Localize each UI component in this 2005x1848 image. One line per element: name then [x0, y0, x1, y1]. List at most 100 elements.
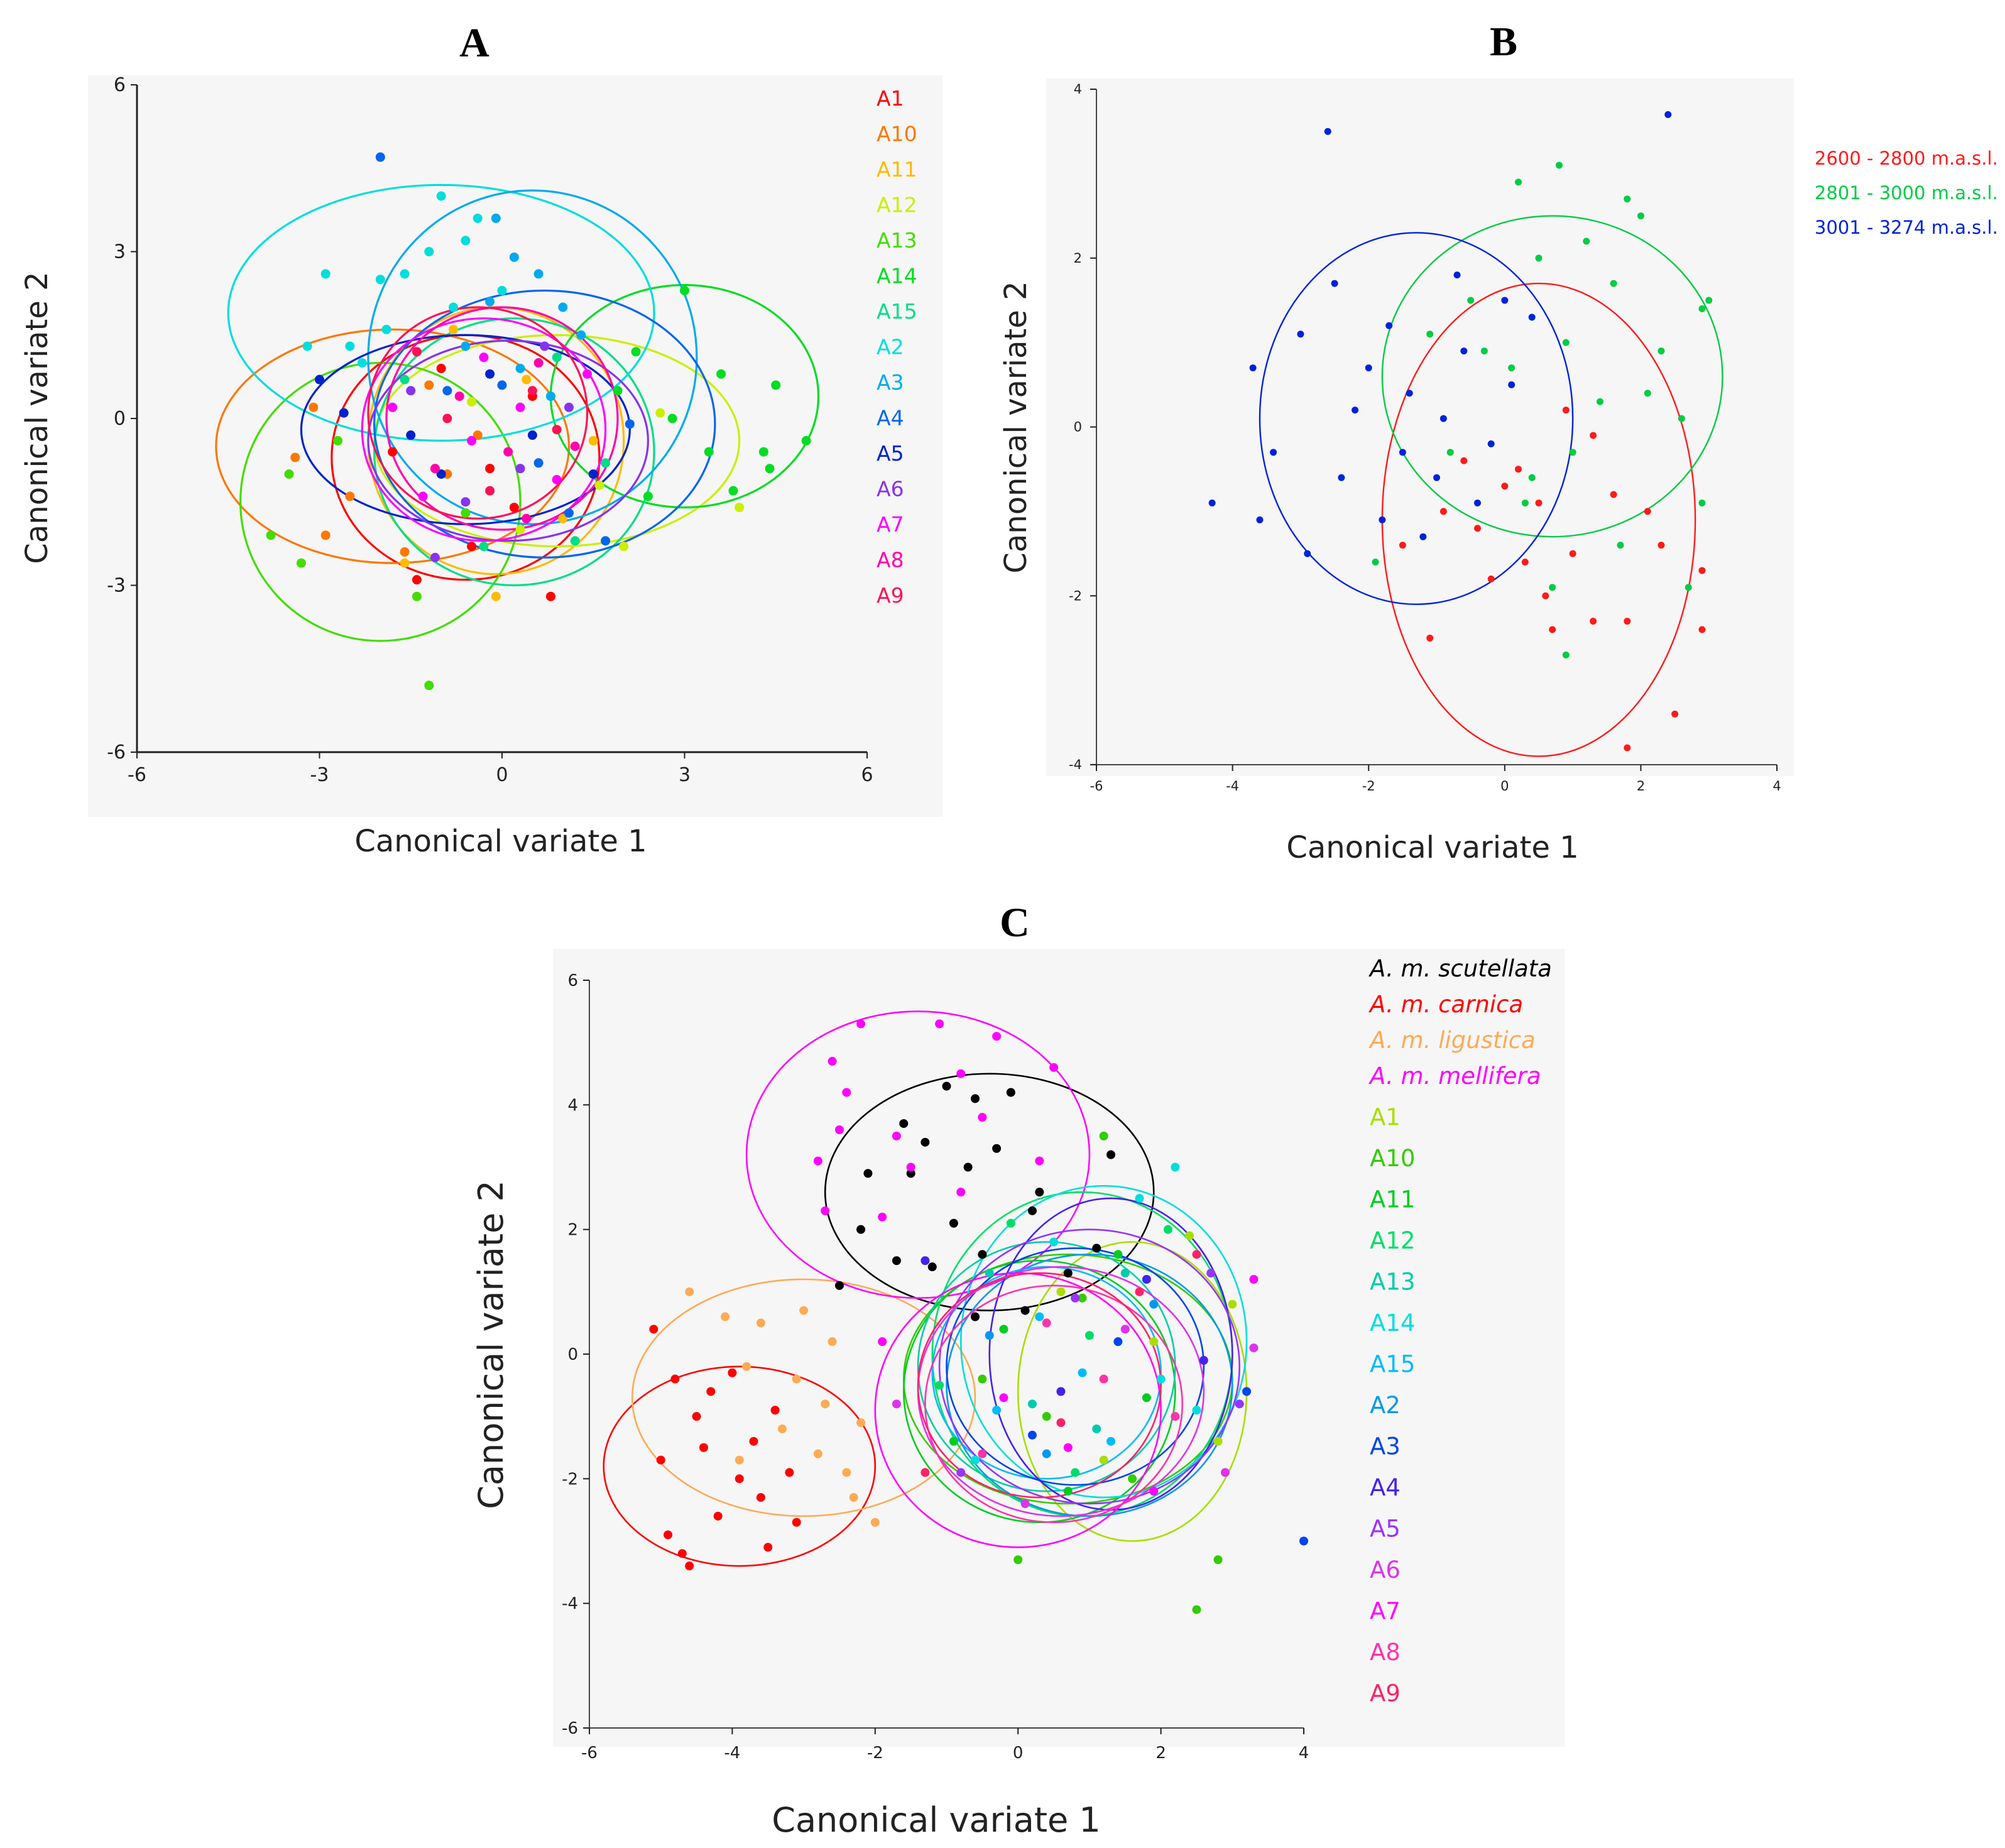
- panel-c-data-point: [756, 1318, 765, 1328]
- panel-c-data-point: [1171, 1162, 1180, 1172]
- panel-c-data-point: [842, 1468, 851, 1477]
- panel-b-data-point: [1698, 499, 1706, 506]
- panel-a-data-point: [449, 324, 459, 334]
- panel-c-data-point: [721, 1312, 730, 1321]
- panel-a-data-point: [491, 591, 501, 601]
- panel-c-legend-item: A6: [1370, 1556, 1401, 1583]
- panel-b-data-point: [1671, 710, 1679, 718]
- panel-a-data-point: [515, 402, 525, 412]
- panel-b-points: [1208, 111, 1713, 752]
- panel-c-data-point: [1035, 1312, 1044, 1321]
- panel-b-data-point: [1610, 491, 1617, 498]
- panel-c-data-point: [921, 1468, 930, 1477]
- panel-a-data-point: [601, 536, 611, 546]
- panel-a-data-point: [473, 213, 483, 223]
- panel-a-data-point: [400, 558, 410, 568]
- panel-c-points: [649, 1019, 1308, 1614]
- panel-b-legend: 2600 - 2800 m.a.s.l. 2801 - 3000 m.a.s.l.…: [1815, 148, 1998, 238]
- panel-b-data-point: [1473, 499, 1481, 506]
- panel-c-y-label: Canonical variate 2: [471, 1180, 511, 1509]
- panel-c-data-point: [956, 1188, 966, 1197]
- panel-a-data-point: [461, 341, 471, 351]
- panel-c-y-tick: -4: [562, 1595, 578, 1614]
- panel-a-legend-item: A8: [877, 548, 904, 572]
- panel-c-y-tick: -6: [562, 1719, 578, 1738]
- panel-a-data-point: [716, 369, 726, 379]
- panel-c-confidence-ellipse: [938, 1228, 1240, 1505]
- panel-a-data-point: [467, 435, 477, 446]
- panel-c-data-point: [921, 1137, 930, 1147]
- panel-c-data-point: [1063, 1443, 1073, 1452]
- panel-a-data-point: [558, 513, 568, 523]
- panel-c-legend-item: A. m. carnica: [1369, 991, 1523, 1018]
- panel-b-data-point: [1542, 592, 1549, 599]
- panel-a-data-point: [436, 191, 446, 201]
- panel-c-data-point: [878, 1212, 887, 1222]
- panel-a-data-point: [406, 386, 416, 396]
- panel-c-data-point: [1099, 1374, 1108, 1384]
- panel-c-data-point: [785, 1468, 794, 1477]
- panel-a-data-point: [625, 419, 635, 429]
- panel-a-background: [88, 75, 942, 817]
- panel-b-y-label: Canonical variate 2: [998, 281, 1034, 573]
- panel-c-data-point: [728, 1368, 737, 1377]
- panel-b-data-point: [1460, 457, 1468, 464]
- panel-b-data-point: [1440, 415, 1447, 422]
- panel-b-data-point: [1555, 161, 1563, 169]
- panel-c-data-point: [1156, 1374, 1166, 1384]
- panel-b-data-point: [1610, 280, 1617, 287]
- panel-c-x-tick: -6: [581, 1744, 598, 1763]
- panel-c-data-point: [992, 1406, 1002, 1415]
- panel-b: B -6 -4 -2 0 2 4 4 2 0 -2 -4 Canonical v…: [998, 19, 1998, 865]
- panel-b-data-point: [1433, 474, 1440, 481]
- panel-c-y-tick: 6: [567, 971, 578, 990]
- panel-b-data-point: [1514, 178, 1522, 186]
- panel-a-data-point: [533, 269, 544, 279]
- panel-a-data-point: [290, 452, 300, 462]
- panel-a-data-point: [430, 464, 440, 474]
- panel-c-data-point: [1042, 1318, 1051, 1328]
- panel-c-data-point: [1049, 1063, 1059, 1072]
- panel-a-legend-item: A11: [877, 157, 917, 182]
- panel-c-data-point: [856, 1019, 866, 1029]
- panel-c-data-point: [1063, 1269, 1073, 1278]
- panel-a-data-point: [436, 363, 446, 373]
- panel-a-legend-item: A4: [877, 406, 904, 430]
- panel-c-data-point: [985, 1269, 994, 1278]
- panel-b-data-point: [1528, 474, 1536, 481]
- panel-c-data-point: [1185, 1231, 1194, 1240]
- panel-a-data-point: [418, 491, 428, 501]
- panel-b-data-point: [1528, 314, 1536, 321]
- panel-a-legend-item: A6: [877, 477, 904, 501]
- panel-b-data-point: [1501, 483, 1509, 490]
- panel-a-data-point: [479, 542, 489, 552]
- panel-c: C -6 -4 -2 0 2 4 6 4 2 0 -2 -4 -6 Canoni…: [471, 900, 1565, 1840]
- panel-c-confidence-ellipse: [603, 1365, 877, 1567]
- panel-c-x-label: Canonical variate 1: [772, 1800, 1101, 1840]
- panel-c-legend-item: A12: [1370, 1227, 1415, 1254]
- panel-c-x-tick: 4: [1299, 1744, 1309, 1763]
- panel-b-data-point: [1658, 347, 1665, 355]
- panel-b-data-point: [1549, 584, 1556, 591]
- panel-c-data-point: [892, 1256, 901, 1266]
- panel-b-data-point: [1331, 280, 1338, 287]
- panel-b-data-point: [1473, 525, 1481, 532]
- panel-a-legend-item: A12: [877, 193, 917, 217]
- panel-b-title: B: [1490, 19, 1517, 65]
- panel-c-data-point: [699, 1443, 708, 1452]
- panel-a-points: [266, 152, 811, 691]
- panel-c-data-point: [906, 1162, 915, 1172]
- panel-a-data-point: [588, 469, 598, 479]
- panel-a-data-point: [442, 386, 452, 396]
- panel-c-data-point: [1213, 1555, 1223, 1565]
- panel-c-data-point: [1149, 1487, 1159, 1496]
- panel-c-data-point: [1035, 1156, 1044, 1166]
- panel-c-legend-item: A3: [1370, 1433, 1401, 1460]
- panel-b-x-tick: 0: [1500, 779, 1509, 794]
- panel-c-data-point: [1120, 1269, 1130, 1278]
- panel-c-data-point: [1013, 1555, 1023, 1565]
- panel-a-legend-item: A3: [877, 370, 904, 395]
- panel-c-confidence-ellipse: [631, 1278, 976, 1517]
- panel-c-data-point: [1078, 1368, 1087, 1377]
